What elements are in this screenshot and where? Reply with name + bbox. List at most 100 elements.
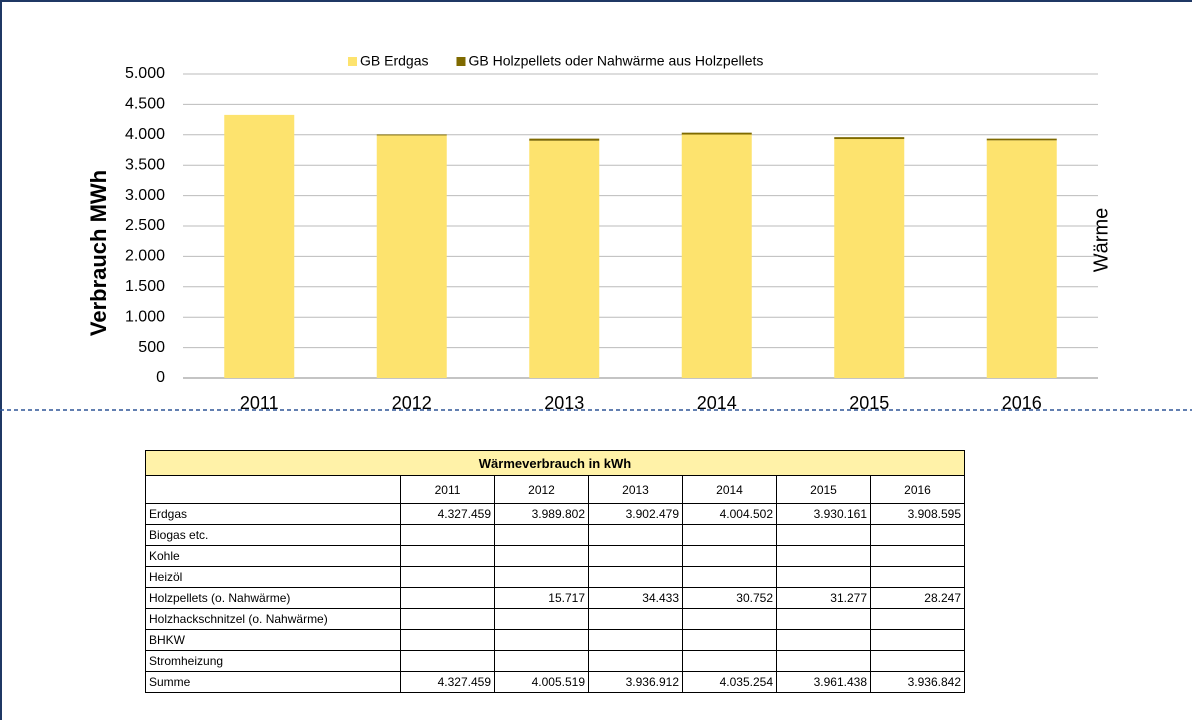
table-cell bbox=[588, 608, 683, 630]
x-tick-label: 2015 bbox=[849, 393, 889, 413]
bar-segment bbox=[529, 138, 600, 141]
table-row: Holzpellets (o. Nahwärme) 15.717 34.433 30.… bbox=[145, 587, 965, 609]
bar-segment bbox=[986, 140, 1057, 378]
table-cell bbox=[400, 608, 495, 630]
column-header: 2016 bbox=[870, 475, 965, 504]
table-title: Wärmeverbrauch in kWh bbox=[145, 450, 965, 476]
y-axis-label: Verbrauch MWh bbox=[86, 170, 111, 336]
table-cell bbox=[494, 545, 589, 567]
x-tick-label: 2016 bbox=[1002, 393, 1042, 413]
table-cell bbox=[588, 650, 683, 672]
legend-label: GB Holzpellets oder Nahwärme aus Holzpel… bbox=[468, 53, 763, 69]
table-cell: 3.989.802 bbox=[494, 503, 589, 525]
legend-label: GB Erdgas bbox=[360, 53, 428, 69]
row-label: Holzpellets (o. Nahwärme) bbox=[145, 587, 401, 609]
table-cell: 3.902.479 bbox=[588, 503, 683, 525]
y-tick-label: 4.500 bbox=[125, 96, 165, 113]
table-cell: 4.004.502 bbox=[682, 503, 777, 525]
x-tick-label: 2011 bbox=[240, 393, 279, 413]
table-cell bbox=[776, 524, 871, 546]
table-row: Heizöl bbox=[145, 566, 965, 588]
row-label: Stromheizung bbox=[145, 650, 401, 672]
y-tick-label: 3.500 bbox=[125, 156, 165, 173]
x-tick-label: 2013 bbox=[544, 393, 584, 413]
y-tick-label: 5.000 bbox=[125, 65, 165, 82]
table-row: Holzhackschnitzel (o. Nahwärme) bbox=[145, 608, 965, 630]
column-header: 2013 bbox=[588, 475, 683, 504]
bar-segment bbox=[834, 139, 905, 378]
table-cell: 31.277 bbox=[776, 587, 871, 609]
row-label: Summe bbox=[145, 671, 401, 693]
table-cell bbox=[588, 629, 683, 651]
row-label: Holzhackschnitzel (o. Nahwärme) bbox=[145, 608, 401, 630]
table-cell bbox=[588, 524, 683, 546]
table-cell bbox=[870, 524, 965, 546]
column-header: 2015 bbox=[776, 475, 871, 504]
y-tick-label: 4.000 bbox=[125, 126, 165, 143]
table-cell bbox=[400, 524, 495, 546]
table-row: Erdgas 4.327.459 3.989.802 3.902.479 4.004.5… bbox=[145, 503, 965, 525]
table-row: Kohle bbox=[145, 545, 965, 567]
x-tick-label: 2012 bbox=[392, 393, 432, 413]
bar-segment bbox=[681, 134, 752, 378]
table: Wärmeverbrauch in kWh 2011 2012 2013 2014 201… bbox=[145, 450, 965, 693]
y-tick-label: 1.500 bbox=[125, 278, 165, 295]
table-cell bbox=[494, 650, 589, 672]
table-cell bbox=[682, 629, 777, 651]
table-cell bbox=[870, 629, 965, 651]
table-cell: 34.433 bbox=[588, 587, 683, 609]
row-label: Kohle bbox=[145, 545, 401, 567]
table-cell bbox=[588, 545, 683, 567]
row-label: Heizöl bbox=[145, 566, 401, 588]
table-cell bbox=[682, 608, 777, 630]
table-cell: 4.035.254 bbox=[682, 671, 777, 693]
table-cell bbox=[870, 650, 965, 672]
table-corner bbox=[145, 475, 401, 504]
y-tick-label: 1.000 bbox=[125, 308, 165, 325]
table-cell: 15.717 bbox=[494, 587, 589, 609]
table-row: BHKW bbox=[145, 629, 965, 651]
table-row: 2011 2012 2013 2014 2015 2016 bbox=[145, 475, 965, 504]
row-label: Biogas etc. bbox=[145, 524, 401, 546]
table-cell bbox=[682, 524, 777, 546]
table-cell: 4.005.519 bbox=[494, 671, 589, 693]
table-cell bbox=[400, 545, 495, 567]
table-row: Biogas etc. bbox=[145, 524, 965, 546]
table-cell bbox=[494, 566, 589, 588]
column-header: 2012 bbox=[494, 475, 589, 504]
y-tick-label: 2.000 bbox=[125, 248, 165, 265]
table-cell bbox=[776, 608, 871, 630]
bar-segment bbox=[834, 137, 905, 140]
x-tick-label: 2014 bbox=[697, 393, 737, 413]
table-cell: 28.247 bbox=[870, 587, 965, 609]
table-cell bbox=[682, 545, 777, 567]
table-cell: 30.752 bbox=[682, 587, 777, 609]
row-label: BHKW bbox=[145, 629, 401, 651]
table-cell bbox=[870, 545, 965, 567]
table-cell bbox=[776, 566, 871, 588]
table-cell bbox=[588, 566, 683, 588]
table-cell: 4.327.459 bbox=[400, 671, 495, 693]
chart: Verbrauch MWh Wärme 0 500 1.000 1.500 2.000 2… bbox=[0, 53, 1192, 413]
table-cell bbox=[682, 566, 777, 588]
table-cell: 3.936.842 bbox=[870, 671, 965, 693]
table-cell bbox=[776, 545, 871, 567]
bar-segment bbox=[376, 134, 447, 136]
table-cell bbox=[776, 629, 871, 651]
bar-segment bbox=[986, 138, 1057, 141]
y-tick-label: 0 bbox=[156, 369, 165, 386]
table-cell bbox=[776, 650, 871, 672]
table-cell bbox=[400, 629, 495, 651]
bar-segment bbox=[376, 135, 447, 378]
y-tick-label: 2.500 bbox=[125, 217, 165, 234]
table-cell: 4.327.459 bbox=[400, 503, 495, 525]
column-header: 2011 bbox=[400, 475, 495, 504]
table-cell: 3.908.595 bbox=[870, 503, 965, 525]
table-cell bbox=[494, 629, 589, 651]
table-cell: 3.930.161 bbox=[776, 503, 871, 525]
table-row: Wärmeverbrauch in kWh bbox=[145, 450, 965, 476]
legend-swatch bbox=[348, 57, 357, 66]
table-cell bbox=[494, 524, 589, 546]
